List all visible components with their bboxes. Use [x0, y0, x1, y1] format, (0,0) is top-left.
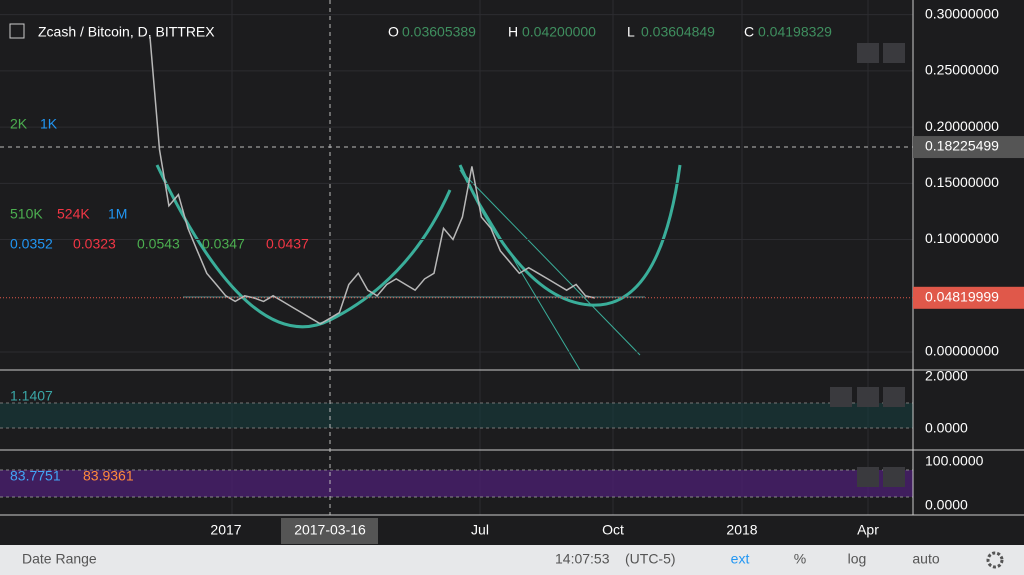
- footer: [0, 545, 1024, 575]
- legend-value: 0.0543: [137, 236, 180, 252]
- time-axis: 2017 2017-03-16 Jul Oct 2018 Apr: [210, 522, 879, 538]
- last-price: 0.04819999: [925, 289, 999, 305]
- button[interactable]: [883, 467, 905, 487]
- legend-value: 0.0323: [73, 236, 116, 252]
- legend: 2K: [10, 116, 28, 132]
- x-tick-label: Jul: [471, 522, 489, 538]
- y-tick-label: 0.30000000: [925, 5, 999, 21]
- button[interactable]: [857, 387, 879, 407]
- toggle[interactable]: auto: [912, 551, 939, 567]
- legend-value: 0.0437: [266, 236, 309, 252]
- legend-value: 0.0352: [10, 236, 53, 252]
- button[interactable]: [857, 467, 879, 487]
- plot: [0, 14, 913, 353]
- y-tick-label: 0.25000000: [925, 62, 999, 78]
- pane-tick: 2.0000: [925, 368, 968, 384]
- ohlc-key: L: [627, 24, 635, 40]
- grid: [231, 0, 869, 515]
- ohlc-key: O: [388, 24, 399, 40]
- collapse-icon[interactable]: [9, 23, 25, 39]
- x-tick-label: 2017: [210, 522, 241, 538]
- ohlc-key: C: [744, 24, 754, 40]
- trend-line: [459, 169, 581, 371]
- legend: 1M: [108, 206, 127, 222]
- legend: 1K: [40, 116, 58, 132]
- pane-tick: 0.0000: [925, 420, 968, 436]
- crosshair-price: 0.18225499: [925, 138, 999, 154]
- legend: 510K: [10, 206, 43, 222]
- x-tick-label: 2018: [726, 522, 757, 538]
- ohlc-value: 0.03605389: [402, 24, 476, 40]
- crosshair-price-box: [913, 136, 1024, 159]
- legend-value: 0.0347: [202, 236, 245, 252]
- ohlc: O 0.03605389 H 0.04200000 L 0.03604849 C 0.0419…: [388, 24, 832, 40]
- last-price-box: [913, 286, 1024, 309]
- pane-value: 1.1407: [10, 388, 53, 404]
- date-range[interactable]: Date Range: [22, 551, 97, 567]
- y-tick-label: 0.10000000: [925, 230, 999, 246]
- ohlc-key: H: [508, 24, 518, 40]
- symbol: Zcash / Bitcoin, D, BITTREX: [38, 24, 215, 40]
- legend: 524K: [57, 206, 90, 222]
- band: [0, 403, 913, 428]
- pane-tick: 0.0000: [925, 497, 968, 513]
- cup-handle-drawing: [155, 164, 682, 329]
- button[interactable]: [883, 43, 905, 63]
- crosshair-date-box: [281, 518, 378, 544]
- y-tick-label: 0.00000000: [925, 343, 999, 359]
- pane-buttons: [830, 43, 905, 487]
- price-line: [149, 37, 596, 325]
- button[interactable]: [883, 387, 905, 407]
- y-tick-label: 0.20000000: [925, 118, 999, 134]
- pane-tick: 100.0000: [925, 453, 984, 469]
- ohlc-value: 0.04198329: [758, 24, 832, 40]
- y-tick-label: 0.15000000: [925, 174, 999, 190]
- toggle[interactable]: log: [848, 551, 867, 567]
- timezone[interactable]: (UTC-5): [625, 551, 676, 567]
- x-tick-label: Apr: [857, 522, 879, 538]
- toggle[interactable]: ext: [731, 551, 750, 567]
- pane-value: 83.7751: [10, 468, 61, 484]
- clock: 14:07:53: [555, 551, 610, 567]
- price-axis: [913, 0, 1024, 545]
- settings[interactable]: [986, 551, 1004, 569]
- x-tick-label: Oct: [602, 522, 624, 538]
- ohlc-value: 0.03604849: [641, 24, 715, 40]
- band: [0, 470, 913, 497]
- ohlc-value: 0.04200000: [522, 24, 596, 40]
- toggle[interactable]: %: [794, 551, 806, 567]
- x-tick-label: 2017-03-16: [294, 522, 366, 538]
- button[interactable]: [830, 387, 852, 407]
- pane-value: 83.9361: [83, 468, 134, 484]
- button[interactable]: [857, 43, 879, 63]
- trend-line: [459, 169, 641, 356]
